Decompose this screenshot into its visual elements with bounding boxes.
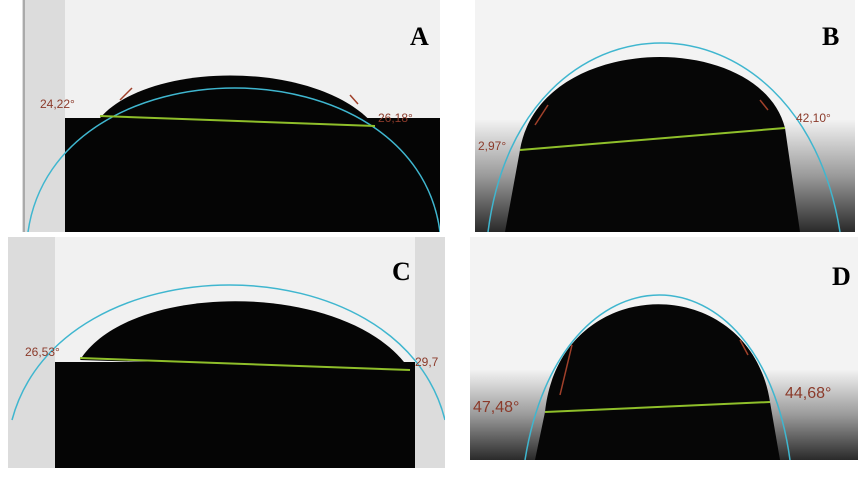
angle-left: 26,53° [25,345,60,359]
angle-right: 42,10° [796,111,831,125]
panel-c: 26,53° 29,7 C [8,237,445,468]
panel-d: 47,48° 44,68° D [470,237,858,460]
angle-right: 26,18° [378,111,413,125]
angle-right: 44,68° [785,385,831,402]
panel-label: D [832,262,851,291]
page: 24,22° 26,18° A 2,97° 42,10° B 26,53° 29… [0,0,862,480]
angle-right: 29,7 [415,355,439,369]
panel-b: 2,97° 42,10° B [475,0,855,232]
angle-left: 47,48° [473,399,519,416]
panel-a: 24,22° 26,18° A [22,0,440,232]
figure: 24,22° 26,18° A 2,97° 42,10° B 26,53° 29… [0,0,862,480]
angle-left: 24,22° [40,97,75,111]
panel-label: B [822,22,839,51]
angle-left: 2,97° [478,139,506,153]
panel-label: C [392,257,411,286]
panel-label: A [410,22,429,51]
